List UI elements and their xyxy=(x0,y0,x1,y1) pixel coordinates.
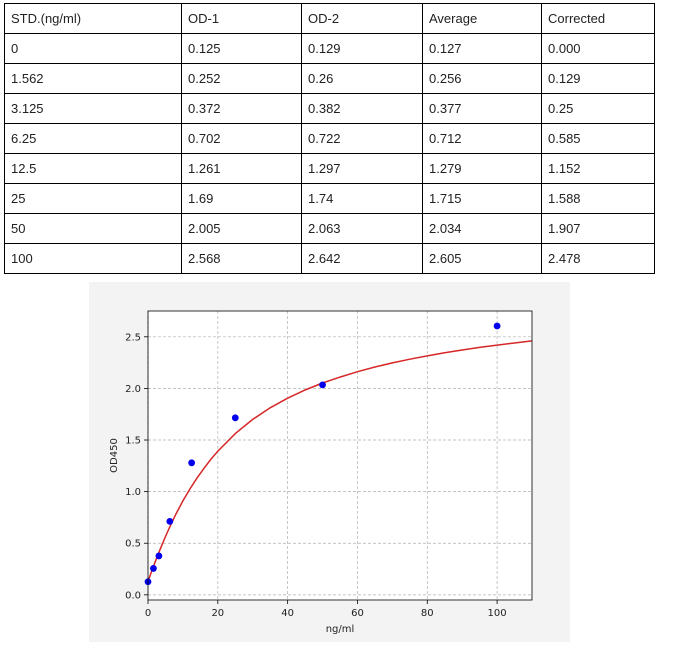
y-axis-title: OD450 xyxy=(109,438,120,473)
table-cell: 6.25 xyxy=(4,123,182,154)
data-point xyxy=(493,322,501,330)
data-point xyxy=(166,517,174,525)
table-cell: 1.907 xyxy=(541,213,655,244)
table-cell: 0.127 xyxy=(422,33,542,64)
table-row: 100 2.568 2.642 2.605 2.478 xyxy=(4,243,655,274)
table-cell: 0.129 xyxy=(541,63,655,94)
chart-panel: 0 20 40 60 80 100 0.0 0.5 1.0 1.5 2.0 2.5 ng/ml OD4… xyxy=(89,282,570,642)
header-average: Average xyxy=(422,3,542,34)
table-cell: 0.377 xyxy=(422,93,542,124)
data-points xyxy=(144,322,501,586)
table-cell: 0.382 xyxy=(301,93,423,124)
table-cell: 2.005 xyxy=(181,213,302,244)
table-cell: 1.152 xyxy=(541,153,655,184)
y-tick-label: 2.0 xyxy=(125,384,141,395)
table-cell: 1.261 xyxy=(181,153,302,184)
table-cell: 12.5 xyxy=(4,153,182,184)
table-cell: 0.129 xyxy=(301,33,423,64)
table-cell: 1.588 xyxy=(541,183,655,214)
table-cell: 3.125 xyxy=(4,93,182,124)
y-tick-label: 0.5 xyxy=(125,539,141,550)
grid-lines xyxy=(147,311,532,600)
data-point xyxy=(319,381,326,389)
table-cell: 25 xyxy=(4,183,182,214)
table-cell: 2.034 xyxy=(422,213,542,244)
table-cell: 2.063 xyxy=(301,213,423,244)
data-point xyxy=(188,459,196,467)
table-cell: 0.252 xyxy=(181,63,302,94)
standard-curve-chart: 0 20 40 60 80 100 0.0 0.5 1.0 1.5 2.0 2.5 ng/ml OD4… xyxy=(109,310,533,635)
table-cell: 0.256 xyxy=(422,63,542,94)
table-row: 3.125 0.372 0.382 0.377 0.25 xyxy=(4,93,655,124)
x-axis-title: ng/ml xyxy=(326,624,355,635)
table-cell: 0.585 xyxy=(541,123,655,154)
standard-curve-table: STD.(ng/ml) OD-1 OD-2 Average Corrected … xyxy=(4,3,655,274)
table-cell: 2.605 xyxy=(422,243,542,274)
header-od2: OD-2 xyxy=(301,3,423,34)
y-tick-label: 0.0 xyxy=(125,590,141,601)
x-tick-label: 80 xyxy=(421,608,434,619)
table-header-row: STD.(ng/ml) OD-1 OD-2 Average Corrected xyxy=(4,3,655,34)
table-cell: 2.568 xyxy=(181,243,302,274)
table-cell: 50 xyxy=(4,213,182,244)
x-tick-label: 0 xyxy=(145,608,151,619)
x-tick-label: 60 xyxy=(351,608,364,619)
table-cell: 0.712 xyxy=(422,123,542,154)
table-cell: 100 xyxy=(4,243,182,274)
table-row: 12.5 1.261 1.297 1.279 1.152 xyxy=(4,153,655,184)
table-row: 6.25 0.702 0.722 0.712 0.585 xyxy=(4,123,655,154)
table-row: 1.562 0.252 0.26 0.256 0.129 xyxy=(4,63,655,94)
table-cell: 0.125 xyxy=(181,33,302,64)
table-cell: 0.702 xyxy=(181,123,302,154)
table-row: 25 1.69 1.74 1.715 1.588 xyxy=(4,183,655,214)
y-tick-label: 1.0 xyxy=(125,487,141,498)
table-cell: 2.642 xyxy=(301,243,423,274)
fit-curve-line xyxy=(147,340,533,582)
header-corrected: Corrected xyxy=(541,3,655,34)
x-tick-label: 20 xyxy=(211,608,224,619)
table-cell: 1.715 xyxy=(422,183,542,214)
y-tick-label: 2.5 xyxy=(125,332,141,343)
table-cell: 1.74 xyxy=(301,183,423,214)
table-cell: 1.69 xyxy=(181,183,302,214)
table-cell: 1.297 xyxy=(301,153,423,184)
table-cell: 0.722 xyxy=(301,123,423,154)
table-cell: 1.279 xyxy=(422,153,542,184)
table-cell: 0.26 xyxy=(301,63,423,94)
header-std: STD.(ng/ml) xyxy=(4,3,182,34)
table-cell: 2.478 xyxy=(541,243,655,274)
plot-area xyxy=(148,311,532,600)
x-tick-label: 40 xyxy=(281,608,294,619)
plot-frame xyxy=(147,310,533,601)
data-point xyxy=(155,552,163,560)
table-cell: 0.000 xyxy=(541,33,655,64)
table-cell: 1.562 xyxy=(4,63,182,94)
table-cell: 0.372 xyxy=(181,93,302,124)
table-cell: 0.25 xyxy=(541,93,655,124)
axis-ticks: 0 20 40 60 80 100 0.0 0.5 1.0 1.5 2.0 2.5 xyxy=(125,332,507,619)
y-tick-label: 1.5 xyxy=(125,436,141,447)
table-row: 0 0.125 0.129 0.127 0.000 xyxy=(4,33,655,64)
table-cell: 0 xyxy=(4,33,182,64)
header-od1: OD-1 xyxy=(181,3,302,34)
data-point xyxy=(150,565,157,572)
x-tick-label: 100 xyxy=(488,608,507,619)
table-row: 50 2.005 2.063 2.034 1.907 xyxy=(4,213,655,244)
data-point xyxy=(231,414,239,422)
